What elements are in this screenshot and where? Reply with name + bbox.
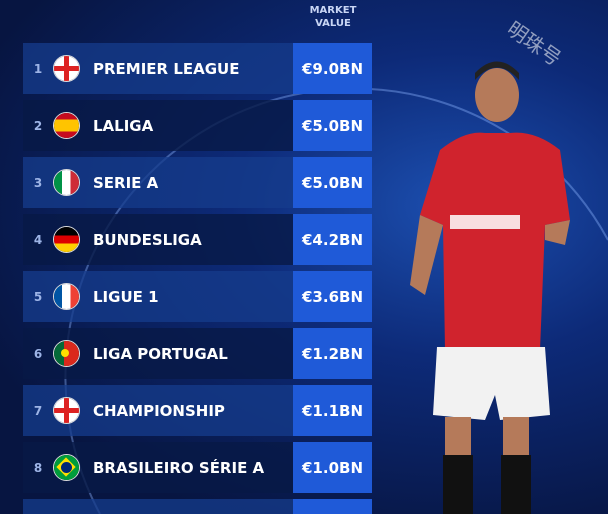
league-name: BUNDESLIGA bbox=[93, 230, 202, 249]
league-name: SERIE A bbox=[93, 173, 159, 192]
england-flag-icon bbox=[53, 55, 80, 82]
italy-flag-icon bbox=[53, 169, 80, 196]
rank: 5 bbox=[33, 289, 43, 304]
league-name: CHAMPIONSHIP bbox=[93, 401, 225, 420]
france-flag-icon bbox=[53, 283, 80, 310]
league-name: BRASILEIRO SÉRIE A bbox=[93, 458, 265, 477]
market-value: €9.0BN bbox=[293, 43, 372, 94]
header-line: VALUE bbox=[315, 18, 351, 29]
rank: 4 bbox=[33, 232, 43, 247]
league-row: 2 LALIGA bbox=[23, 100, 293, 151]
shirt bbox=[420, 132, 570, 350]
market-value: €5.0BN bbox=[293, 100, 372, 151]
market-value: €3.6BN bbox=[293, 271, 372, 322]
league-name: LALIGA bbox=[93, 116, 154, 135]
rank: 6 bbox=[33, 346, 43, 361]
league-row: 8 BRASILEIRO SÉRIE A bbox=[23, 442, 293, 493]
england-flag-icon bbox=[53, 397, 80, 424]
germany-flag-icon bbox=[53, 226, 80, 253]
market-value: €1.1BN bbox=[293, 385, 372, 436]
league-row-partial bbox=[23, 499, 293, 514]
market-value-header: MARKET VALUE bbox=[293, 4, 373, 30]
market-value: €1.0BN bbox=[293, 442, 372, 493]
league-row: 5 LIGUE 1 bbox=[23, 271, 293, 322]
league-row: 6 LIGA PORTUGAL bbox=[23, 328, 293, 379]
rank: 3 bbox=[33, 175, 43, 190]
rank: 2 bbox=[33, 118, 43, 133]
market-value-partial bbox=[293, 499, 372, 514]
market-value: €5.0BN bbox=[293, 157, 372, 208]
league-name: LIGUE 1 bbox=[93, 287, 159, 306]
rank: 1 bbox=[33, 61, 43, 76]
league-row: 3 SERIE A bbox=[23, 157, 293, 208]
league-name: PREMIER LEAGUE bbox=[93, 59, 240, 78]
brazil-flag-icon bbox=[53, 454, 80, 481]
rank: 7 bbox=[33, 403, 43, 418]
header-line: MARKET bbox=[309, 5, 357, 16]
shorts bbox=[433, 347, 550, 420]
league-row: 7 CHAMPIONSHIP bbox=[23, 385, 293, 436]
spain-flag-icon bbox=[53, 112, 80, 139]
market-value: €4.2BN bbox=[293, 214, 372, 265]
portugal-flag-icon bbox=[53, 340, 80, 367]
league-name: LIGA PORTUGAL bbox=[93, 344, 228, 363]
league-row: 4 BUNDESLIGA bbox=[23, 214, 293, 265]
rank: 8 bbox=[33, 460, 43, 475]
market-value: €1.2BN bbox=[293, 328, 372, 379]
player-image bbox=[410, 61, 570, 514]
league-row: 1 PREMIER LEAGUE bbox=[23, 43, 293, 94]
